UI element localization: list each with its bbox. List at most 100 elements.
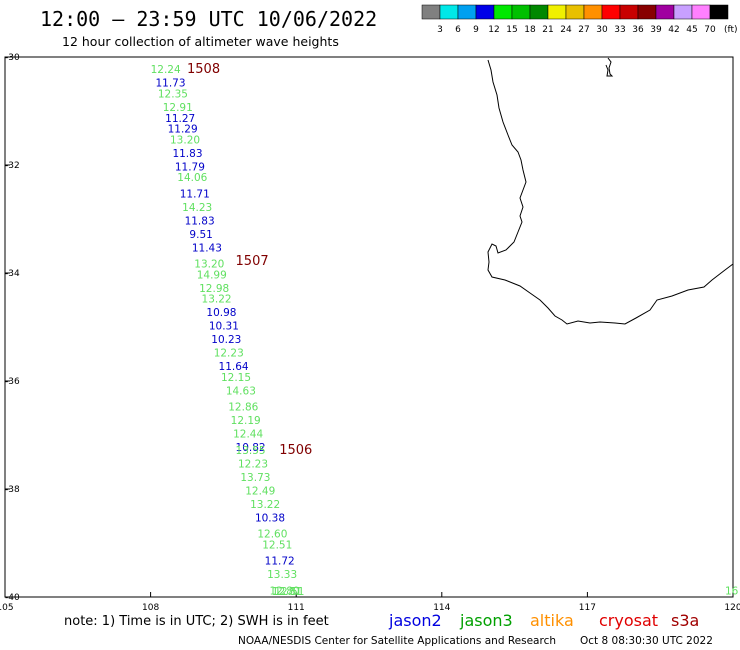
lon-tick-label: 108	[142, 603, 159, 613]
legend-bin-label: 39	[650, 25, 662, 35]
map-frame	[4, 56, 734, 598]
lat-tick-label: -30	[5, 53, 20, 63]
coastline-peninsula-north	[605, 57, 614, 77]
wave-height-label: 12.81	[272, 586, 302, 598]
wave-height-label: 12.35	[158, 89, 188, 101]
wave-height-label: 11.71	[180, 188, 210, 200]
lon-tick-label: 114	[433, 603, 450, 613]
legend-swatch	[493, 4, 513, 20]
wave-height-label: 11.73	[155, 78, 185, 90]
coastline-western-australia	[487, 57, 734, 325]
legend-swatch	[637, 4, 657, 20]
lon-tick-label: 105	[0, 603, 14, 613]
wave-height-label: 13.22	[202, 294, 232, 306]
legend-bin-label: 15	[506, 25, 517, 35]
legend-bin-label: 45	[686, 25, 697, 35]
satellite-legend: jason2 jason3 altika cryosat s3a	[388, 611, 699, 630]
wave-height-label: 13.33	[267, 569, 297, 581]
wave-height-label: 14.63	[226, 386, 256, 398]
lat-tick-label: -34	[5, 269, 20, 279]
wave-height-label: 11.79	[175, 161, 205, 173]
legend-swatch	[691, 4, 711, 20]
legend-swatch	[511, 4, 531, 20]
wave-height-label: 13.73	[240, 472, 270, 484]
legend-swatch	[457, 4, 477, 20]
footer-timestamp: Oct 8 08:30:30 UTC 2022	[580, 635, 713, 647]
wave-height-label: 12.19	[231, 415, 261, 427]
wave-height-label: 11.29	[168, 124, 198, 136]
wave-height-label: 11.83	[185, 215, 215, 227]
legend-swatch	[673, 4, 693, 20]
legend-swatch	[619, 4, 639, 20]
lat-tick-label: -36	[5, 377, 20, 387]
pass-time-labels: 1508 1507 1506	[187, 62, 312, 458]
wave-height-color-legend: 3 6 9 12 15 18 21 24 27 30 33 36 39 42 45 70 (ft)	[421, 4, 738, 35]
lon-tick-label: 117	[579, 603, 596, 613]
satellite-name-cryosat: cryosat	[599, 611, 658, 630]
wave-height-label: 12.86	[228, 402, 258, 414]
wave-height-label: 14.06	[177, 172, 207, 184]
legend-bin-label: 30	[596, 25, 608, 35]
wave-height-label: 13.20	[194, 259, 224, 271]
legend-swatch	[601, 4, 621, 20]
lat-tick-label: -40	[5, 593, 20, 603]
wave-height-labels: 12.2411.7312.3512.9111.2711.2913.2011.83…	[151, 64, 739, 598]
wave-height-label: 12.51	[274, 586, 304, 598]
axis-ticks: 105 108 111 114 117 120 -30 -32 -34 -36 -38 -40	[0, 53, 740, 613]
legend-bin-label: 6	[455, 25, 461, 35]
wave-height-label: 11.83	[172, 148, 202, 160]
satellite-name-altika: altika	[530, 611, 574, 630]
lat-tick-label: -32	[5, 161, 20, 171]
wave-height-label: 12.44	[233, 429, 263, 441]
legend-unit: (ft)	[724, 25, 738, 35]
wave-height-label: 10.31	[209, 321, 239, 333]
pass-time-label: 1506	[279, 443, 312, 458]
wave-height-label: 12.80	[270, 585, 300, 597]
wave-height-label: 14.99	[197, 269, 227, 281]
wave-height-label: 13.22	[250, 499, 280, 511]
wave-height-label: 12.49	[245, 485, 275, 497]
footer-credit: NOAA/NESDIS Center for Satellite Applica…	[238, 635, 556, 647]
legend-bin-label: 18	[524, 25, 536, 35]
lat-tick-label: -38	[5, 485, 20, 495]
wave-height-label: 12.60	[257, 529, 287, 541]
legend-swatch	[475, 4, 495, 20]
legend-bin-label: 42	[668, 25, 679, 35]
legend-swatch	[709, 4, 729, 20]
wave-height-label: 12.23	[214, 348, 244, 360]
wave-height-label: 11.27	[165, 113, 195, 125]
wave-height-label: 11.43	[192, 242, 222, 254]
wave-height-label: 13.20	[170, 134, 200, 146]
coastline-mainland	[487, 59, 734, 325]
wave-height-label: 9.51	[189, 229, 212, 241]
legend-swatch	[421, 4, 441, 20]
wave-height-label: 12.15	[221, 372, 251, 384]
wave-height-label: 11.64	[219, 361, 249, 373]
satellite-name-jason2: jason2	[388, 611, 442, 630]
pass-time-label: 1508	[187, 62, 220, 77]
map-panel: 105 108 111 114 117 120 -30 -32 -34 -36 -38 -40 12.…	[0, 53, 740, 613]
legend-bin-label: 3	[437, 25, 443, 35]
wave-height-label: 12.23	[238, 458, 268, 470]
legend-swatch	[655, 4, 675, 20]
wave-height-label: 12.24	[151, 64, 181, 76]
wave-height-label: 12.98	[199, 283, 229, 295]
wave-height-label: 16	[725, 585, 739, 597]
lon-tick-label: 120	[724, 603, 740, 613]
lon-tick-label: 111	[288, 603, 305, 613]
figure-subtitle: 12 hour collection of altimeter wave hei…	[62, 34, 339, 49]
legend-bin-label: 27	[578, 25, 589, 35]
legend-bin-label: 12	[488, 25, 499, 35]
footer-note: note: 1) Time is in UTC; 2) SWH is in fe…	[64, 614, 329, 629]
pass-time-label: 1507	[236, 254, 269, 269]
legend-swatch	[547, 4, 567, 20]
wave-height-label: 14.23	[182, 202, 212, 214]
legend-bin-label: 36	[632, 25, 644, 35]
legend-swatch	[565, 4, 585, 20]
wave-height-label: 10.98	[206, 307, 236, 319]
satellite-name-jason3: jason3	[459, 611, 513, 630]
figure-title: 12:00 – 23:59 UTC 10/06/2022	[40, 7, 377, 31]
legend-bin-label: 9	[473, 25, 479, 35]
satellite-name-s3a: s3a	[671, 611, 699, 630]
